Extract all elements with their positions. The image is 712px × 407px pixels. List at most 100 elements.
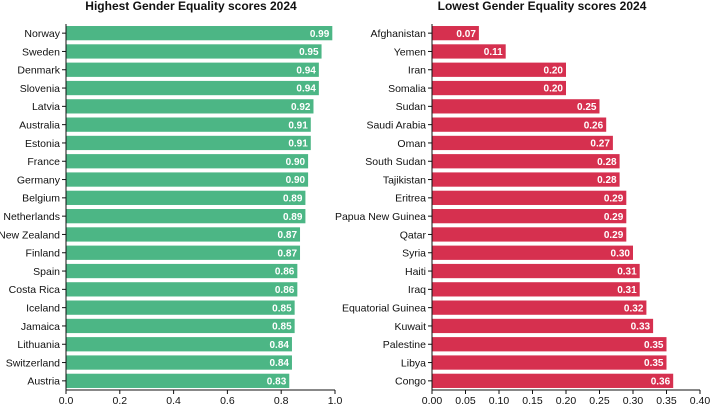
lowest-category-label: Saudi Arabia bbox=[366, 119, 426, 131]
lowest-value-label: 0.26 bbox=[584, 120, 604, 131]
lowest-bar bbox=[432, 263, 640, 279]
lowest-category-label: Afghanistan bbox=[371, 28, 427, 40]
lowest-category-label: Tajikistan bbox=[383, 174, 426, 186]
lowest-value-label: 0.36 bbox=[651, 376, 671, 387]
highest-value-label: 0.99 bbox=[310, 29, 330, 40]
highest-bar bbox=[66, 62, 319, 77]
highest-bar bbox=[66, 245, 301, 260]
highest-bar bbox=[66, 300, 295, 315]
highest-category-label: Costa Rica bbox=[9, 284, 61, 296]
lowest-bar bbox=[432, 117, 607, 132]
lowest-value-label: 0.20 bbox=[544, 65, 564, 76]
lowest-bar bbox=[432, 282, 640, 297]
highest-x-tick-label: 0.2 bbox=[112, 395, 127, 407]
lowest-category-label: Syria bbox=[402, 248, 426, 260]
lowest-value-label: 0.27 bbox=[590, 139, 610, 150]
lowest-value-label: 0.28 bbox=[597, 157, 617, 168]
highest-category-label: Sweden bbox=[22, 46, 60, 58]
lowest-category-label: Somalia bbox=[388, 83, 426, 95]
lowest-category-label: Congo bbox=[395, 376, 426, 388]
highest-category-label: Latvia bbox=[32, 101, 60, 113]
highest-bar bbox=[66, 373, 290, 388]
highest-bar bbox=[66, 99, 314, 114]
highest-bar bbox=[66, 318, 295, 334]
highest-value-label: 0.92 bbox=[291, 102, 311, 113]
lowest-bar bbox=[432, 99, 600, 114]
lowest-value-label: 0.35 bbox=[644, 358, 664, 369]
lowest-value-label: 0.07 bbox=[456, 29, 476, 40]
lowest-value-label: 0.30 bbox=[611, 248, 631, 259]
lowest-bar bbox=[432, 62, 566, 77]
highest-value-label: 0.91 bbox=[288, 120, 308, 131]
lowest-x-tick-label: 0.40 bbox=[690, 395, 711, 407]
lowest-value-label: 0.29 bbox=[604, 230, 624, 241]
lowest-category-label: Palestine bbox=[383, 339, 426, 351]
highest-category-label: Germany bbox=[17, 174, 61, 186]
lowest-category-label: Haiti bbox=[405, 266, 426, 278]
highest-x-tick-label: 1.0 bbox=[328, 395, 343, 407]
highest-category-label: Estonia bbox=[25, 138, 60, 150]
lowest-chart-title: Lowest Gender Equality scores 2024 bbox=[438, 0, 647, 13]
highest-value-label: 0.90 bbox=[286, 175, 306, 186]
lowest-value-label: 0.31 bbox=[617, 285, 637, 296]
highest-bar bbox=[66, 282, 298, 297]
highest-category-label: Austria bbox=[27, 376, 60, 388]
highest-bar bbox=[66, 209, 306, 224]
lowest-x-tick-label: 0.35 bbox=[656, 395, 677, 407]
highest-category-label: Finland bbox=[26, 248, 61, 260]
highest-x-tick-label: 0.4 bbox=[166, 395, 181, 407]
lowest-x-tick-label: 0.05 bbox=[455, 395, 476, 407]
highest-value-label: 0.91 bbox=[288, 139, 308, 150]
highest-x-tick-label: 0.8 bbox=[274, 395, 289, 407]
highest-category-label: Jamaica bbox=[21, 321, 60, 333]
lowest-value-label: 0.29 bbox=[604, 212, 624, 223]
highest-x-tick-label: 0.0 bbox=[59, 395, 74, 407]
lowest-bar bbox=[432, 373, 674, 388]
highest-bar bbox=[66, 117, 311, 132]
lowest-category-label: Oman bbox=[397, 138, 426, 150]
highest-value-label: 0.94 bbox=[296, 84, 316, 95]
lowest-value-label: 0.31 bbox=[617, 267, 637, 278]
lowest-category-label: Qatar bbox=[400, 229, 427, 241]
lowest-bar bbox=[432, 190, 627, 205]
highest-x-tick-label: 0.6 bbox=[220, 395, 235, 407]
lowest-category-label: Yemen bbox=[394, 46, 426, 58]
highest-bar bbox=[66, 263, 298, 279]
lowest-category-label: Equatorial Guinea bbox=[342, 302, 426, 314]
highest-value-label: 0.85 bbox=[272, 303, 292, 314]
lowest-bar bbox=[432, 26, 479, 41]
lowest-value-label: 0.32 bbox=[624, 303, 644, 314]
lowest-x-tick-label: 0.10 bbox=[489, 395, 510, 407]
highest-value-label: 0.83 bbox=[267, 376, 287, 387]
highest-bar bbox=[66, 44, 322, 59]
highest-bar bbox=[66, 80, 319, 96]
highest-chart-title: Highest Gender Equality scores 2024 bbox=[85, 0, 297, 13]
highest-category-label: Belgium bbox=[22, 193, 60, 205]
highest-value-label: 0.87 bbox=[278, 230, 298, 241]
lowest-category-label: Sudan bbox=[396, 101, 427, 113]
highest-category-label: Iceland bbox=[26, 302, 60, 314]
highest-value-label: 0.89 bbox=[283, 212, 303, 223]
lowest-bar bbox=[432, 245, 633, 260]
lowest-x-tick-label: 0.00 bbox=[422, 395, 443, 407]
lowest-category-label: Eritrea bbox=[395, 193, 426, 205]
highest-category-label: Spain bbox=[33, 266, 60, 278]
highest-bar bbox=[66, 154, 309, 169]
highest-category-label: Australia bbox=[19, 119, 60, 131]
highest-category-label: Lithuania bbox=[17, 339, 60, 351]
highest-category-label: Switzerland bbox=[6, 357, 60, 369]
lowest-value-label: 0.29 bbox=[604, 193, 624, 204]
lowest-category-label: Iraq bbox=[408, 284, 426, 296]
highest-value-label: 0.89 bbox=[283, 193, 303, 204]
lowest-bar bbox=[432, 154, 620, 169]
highest-category-label: Denmark bbox=[17, 65, 60, 77]
lowest-bar bbox=[432, 172, 620, 187]
highest-value-label: 0.85 bbox=[272, 322, 292, 333]
highest-bar bbox=[66, 190, 306, 205]
highest-value-label: 0.94 bbox=[296, 65, 316, 76]
lowest-x-tick-label: 0.15 bbox=[522, 395, 543, 407]
highest-value-label: 0.86 bbox=[275, 285, 295, 296]
lowest-category-label: Kuwait bbox=[394, 321, 426, 333]
highest-bar bbox=[66, 172, 309, 187]
